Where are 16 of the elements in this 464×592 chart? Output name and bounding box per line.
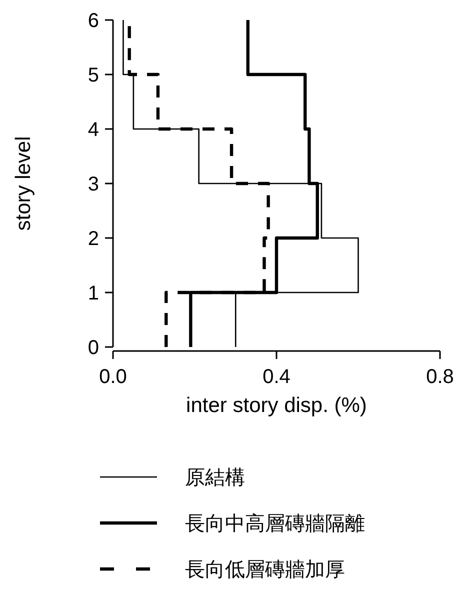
x-tick-label: 0.0	[99, 366, 127, 388]
x-tick-label: 0.8	[426, 366, 454, 388]
x-axis-title: inter story disp. (%)	[186, 394, 367, 417]
legend-label: 長向中高層磚牆隔離	[185, 512, 365, 535]
legend-label: 原結構	[185, 467, 245, 489]
y-tick-label: 2	[88, 228, 99, 250]
y-tick-label: 1	[88, 282, 99, 304]
legend-label: 長向低層磚牆加厚	[185, 559, 345, 581]
y-tick-label: 3	[88, 174, 99, 196]
y-tick-label: 4	[88, 119, 99, 141]
y-axis-title: story level	[12, 136, 35, 231]
y-tick-label: 5	[88, 64, 99, 86]
x-tick-label: 0.4	[262, 366, 290, 388]
line-series	[122, 19, 359, 348]
y-tick-label: 6	[88, 10, 99, 32]
y-tick-label: 0	[88, 337, 99, 359]
